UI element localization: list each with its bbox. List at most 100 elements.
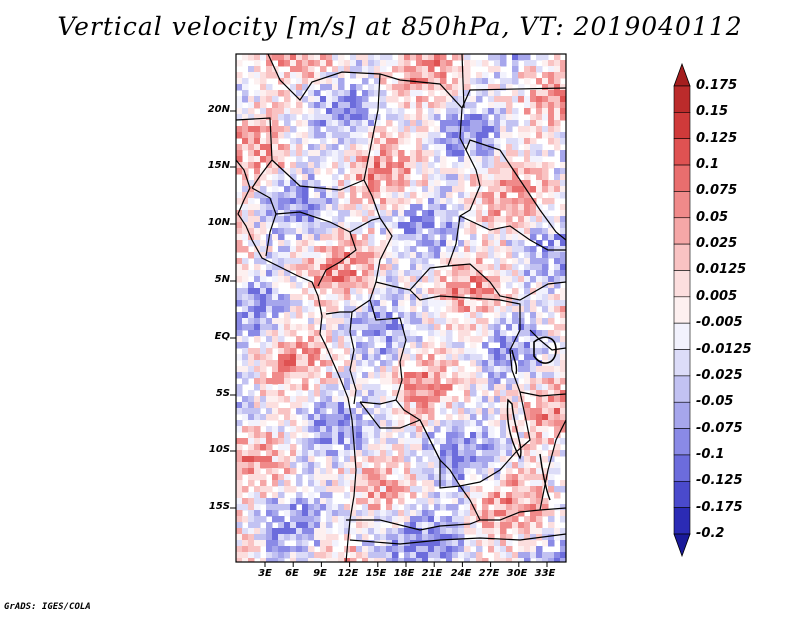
field-cell	[248, 348, 255, 355]
field-cell	[494, 252, 501, 259]
field-cell	[356, 546, 363, 553]
field-cell	[374, 456, 381, 463]
field-cell	[338, 552, 345, 559]
field-cell	[464, 114, 471, 121]
field-cell	[482, 528, 489, 535]
field-cell	[368, 330, 375, 337]
field-cell	[284, 186, 291, 193]
field-cell	[248, 72, 255, 79]
field-cell	[284, 252, 291, 259]
field-cell	[260, 288, 267, 295]
field-cell	[494, 126, 501, 133]
field-cell	[500, 498, 507, 505]
border-car-sudan	[349, 217, 566, 301]
field-cell	[482, 390, 489, 397]
field-cell	[308, 342, 315, 349]
field-cell	[536, 384, 543, 391]
field-cell	[554, 108, 561, 115]
field-cell	[284, 342, 291, 349]
field-cell	[254, 60, 261, 67]
field-cell	[398, 426, 405, 433]
field-cell	[530, 306, 537, 313]
field-cell	[530, 270, 537, 277]
field-cell	[422, 504, 429, 511]
field-cell	[560, 534, 566, 541]
field-cell	[326, 324, 333, 331]
field-cell	[452, 102, 459, 109]
field-cell	[530, 168, 537, 175]
field-cell	[530, 516, 537, 523]
colorbar-label: -0.075	[696, 420, 743, 436]
field-cell	[530, 264, 537, 271]
field-cell	[302, 420, 309, 427]
field-cell	[374, 168, 381, 175]
field-cell	[440, 138, 447, 145]
field-cell	[476, 96, 483, 103]
field-cell	[356, 336, 363, 343]
field-cell	[494, 336, 501, 343]
field-cell	[326, 228, 333, 235]
field-cell	[266, 414, 273, 421]
field-cell	[386, 222, 393, 229]
field-cell	[470, 300, 477, 307]
field-cell	[542, 366, 549, 373]
field-cell	[338, 324, 345, 331]
field-cell	[392, 456, 399, 463]
field-cell	[266, 114, 273, 121]
field-cell	[452, 468, 459, 475]
field-cell	[296, 390, 303, 397]
field-cell	[254, 90, 261, 97]
field-cell	[386, 546, 393, 553]
field-cell	[560, 228, 566, 235]
field-cell	[278, 72, 285, 79]
field-cell	[410, 438, 417, 445]
field-cell	[530, 90, 537, 97]
field-cell	[254, 258, 261, 265]
field-cell	[464, 132, 471, 139]
field-cell	[470, 294, 477, 301]
field-cell	[302, 324, 309, 331]
field-cell	[434, 60, 441, 67]
field-cell	[302, 228, 309, 235]
field-cell	[332, 228, 339, 235]
field-cell	[326, 108, 333, 115]
field-cell	[476, 216, 483, 223]
field-cell	[524, 444, 531, 451]
field-cell	[350, 282, 357, 289]
field-cell	[410, 258, 417, 265]
field-cell	[344, 336, 351, 343]
field-cell	[410, 54, 417, 61]
field-cell	[542, 84, 549, 91]
field-cell	[506, 468, 513, 475]
field-cell	[416, 534, 423, 541]
field-cell	[404, 528, 411, 535]
lat-label: 5S	[215, 388, 230, 399]
field-cell	[542, 126, 549, 133]
field-cell	[242, 378, 249, 385]
field-cell	[548, 312, 555, 319]
field-cell	[554, 180, 561, 187]
coastline	[236, 159, 357, 562]
field-cell	[476, 402, 483, 409]
field-cell	[506, 144, 513, 151]
field-cell	[494, 156, 501, 163]
field-cell	[236, 312, 243, 319]
field-cell	[404, 114, 411, 121]
field-cell	[440, 216, 447, 223]
field-cell	[314, 132, 321, 139]
field-cell	[536, 378, 543, 385]
field-cell	[458, 54, 465, 61]
field-cell	[380, 246, 387, 253]
field-cell	[380, 198, 387, 205]
field-cell	[530, 504, 537, 511]
field-cell	[386, 192, 393, 199]
field-cell	[440, 90, 447, 97]
field-cell	[296, 216, 303, 223]
field-cell	[434, 270, 441, 277]
field-cell	[254, 504, 261, 511]
field-cell	[350, 480, 357, 487]
field-cell	[500, 96, 507, 103]
field-cell	[512, 162, 519, 169]
field-cell	[470, 192, 477, 199]
field-cell	[548, 216, 555, 223]
